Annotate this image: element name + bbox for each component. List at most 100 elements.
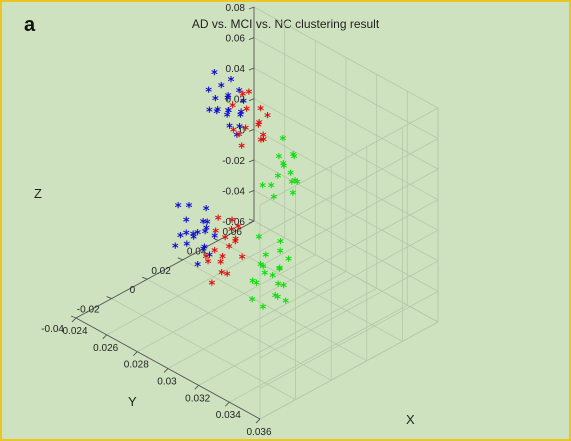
data-point-series-2: * [235, 222, 242, 237]
y-tick-label: -0.02 [77, 305, 100, 316]
y-axis-label: Y [128, 394, 137, 409]
data-point-series-3: * [268, 181, 275, 196]
x-tick-label: 0.028 [124, 360, 149, 371]
data-point-series-2: * [211, 246, 218, 261]
z-tick-mark [248, 67, 255, 71]
x-tick-label: 0.036 [246, 427, 271, 438]
y-tick-label: 0.04 [187, 246, 207, 257]
gridline-y-floor [218, 240, 403, 342]
data-point-series-3: * [280, 159, 287, 174]
data-point-series-3: * [277, 247, 284, 262]
gridline-z-back [253, 220, 439, 323]
data-point-series-1: * [226, 121, 233, 136]
data-point-series-1: * [203, 204, 210, 219]
data-point-series-2: * [224, 269, 231, 284]
data-point-series-1: * [224, 111, 231, 126]
data-point-series-3: * [260, 302, 267, 317]
data-point-series-2: * [245, 87, 252, 102]
data-point-series-2: * [205, 257, 212, 272]
y-tick-mark [106, 296, 112, 300]
data-point-series-2: * [230, 126, 237, 141]
data-point-series-1: * [211, 68, 218, 83]
gridline-y-floor [182, 259, 367, 362]
data-point-series-3: * [257, 260, 264, 275]
data-point-series-1: * [200, 244, 207, 259]
data-point-series-2: * [236, 130, 243, 145]
data-point-series-2: * [222, 233, 229, 248]
z-tick-mark [248, 220, 255, 224]
data-point-series-1: * [238, 108, 245, 123]
gridline-z-back [253, 98, 439, 201]
gridline-z-back [253, 6, 439, 109]
data-point-series-1: * [218, 81, 225, 96]
data-point-series-3: * [292, 176, 299, 191]
z-axis-label: Z [34, 186, 42, 201]
data-point-series-3: * [294, 177, 301, 192]
gridline-z-back [253, 190, 439, 292]
data-point-series-1: * [183, 215, 190, 230]
y-tick-label: 0.02 [151, 266, 171, 277]
z-tick-label: -0.02 [222, 156, 245, 167]
data-point-series-1: * [228, 75, 235, 90]
gridline-z-side [259, 291, 439, 389]
data-point-series-3: * [276, 264, 283, 279]
data-point-series-1: * [225, 106, 232, 121]
gridline-z-back [253, 67, 439, 170]
data-point-series-3: * [280, 281, 287, 296]
data-point-series-3: * [287, 169, 294, 184]
x-tick-mark [102, 334, 108, 340]
data-point-series-3: * [279, 134, 286, 149]
data-point-series-3: * [272, 291, 279, 306]
data-point-series-1: * [194, 260, 201, 275]
data-point-series-2: * [217, 257, 224, 272]
data-point-series-3: * [289, 188, 296, 203]
data-point-series-1: * [237, 111, 244, 126]
z-tick-label: -0.06 [222, 217, 245, 228]
gridline-z-back [253, 128, 439, 231]
data-point-series-2: * [257, 104, 264, 119]
gridline-z-side [259, 321, 439, 420]
data-point-series-1: * [203, 224, 210, 239]
data-point-series-3: * [280, 161, 287, 176]
z-tick-mark [248, 6, 255, 10]
data-point-series-1: * [175, 201, 182, 216]
data-point-series-1: * [213, 107, 220, 122]
data-point-series-1: * [200, 217, 207, 232]
z-tick-mark [248, 98, 255, 102]
data-point-series-1: * [186, 201, 193, 216]
data-point-series-3: * [249, 276, 256, 291]
gridline-z-side [259, 260, 439, 359]
data-point-series-1: * [206, 251, 213, 266]
data-point-series-2: * [215, 214, 222, 229]
data-point-series-3: * [262, 250, 269, 265]
x-tick-label: 0.03 [157, 377, 177, 388]
gridline-z-side [259, 138, 439, 236]
data-point-series-3: * [269, 271, 276, 286]
z-tick-mark [248, 128, 255, 132]
data-point-series-3: * [275, 280, 282, 295]
x-tick-mark [255, 418, 261, 424]
gridline-z-side [259, 107, 439, 206]
data-point-series-2: * [208, 279, 215, 294]
data-point-series-3: * [274, 172, 281, 187]
data-point-series-1: * [233, 130, 240, 145]
data-point-series-1: * [225, 91, 232, 106]
data-point-series-2: * [264, 111, 271, 126]
data-point-series-1: * [211, 231, 218, 246]
x-tick-label: 0.024 [62, 326, 87, 337]
gridline-y-floor [147, 278, 332, 381]
data-point-series-2: * [219, 252, 226, 267]
y-tick-label: 0.06 [223, 227, 243, 238]
gridline-z-side [259, 229, 439, 328]
gridline-x-floor [198, 287, 377, 386]
data-point-series-3: * [261, 268, 268, 283]
data-point-series-2: * [239, 90, 246, 105]
data-point-series-1: * [240, 97, 247, 112]
gridline-z-side [259, 168, 439, 267]
gridline-z-side [259, 199, 439, 298]
gridline-z-back [253, 37, 439, 139]
y-axis-line [75, 220, 255, 319]
x-tick-mark [132, 351, 138, 357]
